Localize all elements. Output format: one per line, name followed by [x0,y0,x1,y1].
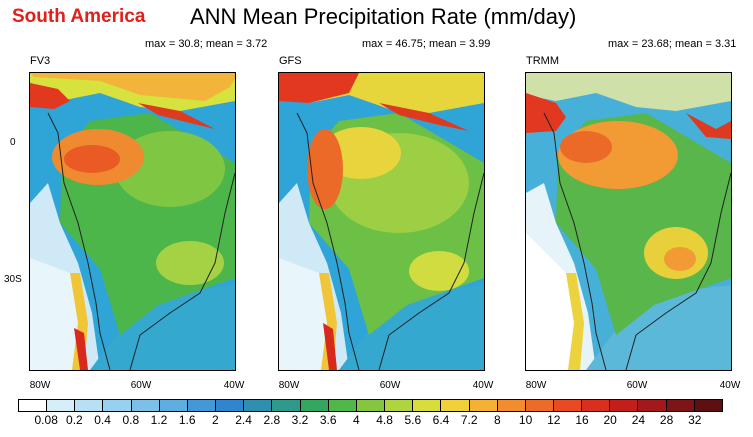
colorbar-segment [385,400,414,411]
panel-name: GFS [279,55,302,67]
lon-label-60w: 60W [130,380,152,391]
colorbar [18,399,723,412]
colorbar-tick-label: 10 [518,413,533,427]
colorbar-tick-label: 32 [688,413,702,427]
main-title: ANN Mean Precipitation Rate (mm/day) [190,4,577,29]
colorbar-segment [413,400,442,411]
colorbar-segment [216,400,245,411]
colorbar-tick-label: 0.2 [66,413,83,427]
precip-map [278,72,485,371]
colorbar-tick-label: 1.2 [150,413,168,427]
lon-label-80w: 80W [278,380,300,391]
panel-stats: max = 23.68; mean = 3.31 [608,38,737,50]
panel-stats: max = 46.75; mean = 3.99 [362,38,491,50]
colorbar-tick-label: 0.4 [94,413,111,427]
colorbar-segment [19,400,48,411]
precip-map [525,72,732,371]
colorbar-tick-label: 3.6 [319,413,337,427]
colorbar-segment [582,400,611,411]
panel-name: TRMM [526,55,559,67]
lon-label-60w: 60W [379,380,401,391]
lat-label-0: 0 [10,137,16,148]
colorbar-tick-label: 5.6 [404,413,422,427]
region-title: South America [12,6,146,27]
precip-field [526,73,731,370]
colorbar-segment [441,400,470,411]
precip-field [30,73,235,370]
panel-gfs: max = 46.75; mean = 3.99 GFS 80W 60W 40W [249,0,499,437]
colorbar-segment [272,400,301,411]
colorbar-segment [469,400,498,411]
colorbar-segment [131,400,160,411]
lon-label-80w: 80W [29,380,51,391]
lat-label-30s: 30S [4,274,22,285]
colorbar-tick-label: 24 [631,413,646,427]
colorbar-segment [525,400,554,411]
lon-label-60w: 60W [626,380,648,391]
colorbar-labels: 0.08 0.2 0.4 0.8 1.2 1.6 2 2.4 2.8 3.2 3.6 4 4.8 5.6 6… [18,413,723,429]
colorbar-tick-label: 6.4 [432,413,450,427]
colorbar-segment [328,400,357,411]
colorbar-tick-label: 16 [575,413,589,427]
colorbar-tick-label: 0.8 [122,413,140,427]
colorbar-segment [47,400,76,411]
colorbar-tick-label: 8 [494,413,501,427]
colorbar-tick-label: 0.08 [34,413,58,427]
colorbar-segment [610,400,639,411]
precip-map [29,72,236,371]
colorbar-tick-label: 4 [353,413,360,427]
colorbar-segment [300,400,329,411]
lon-label-40w: 40W [223,380,245,391]
colorbar-segment [159,400,188,411]
colorbar-tick-label: 2.4 [235,413,252,427]
colorbar-segment [694,400,722,411]
colorbar-tick-label: 1.6 [178,413,196,427]
panel-fv3: max = 30.8; mean = 3.72 FV3 0 30S 80W 60… [0,0,267,437]
precip-field [279,73,484,370]
colorbar-tick-label: 3.2 [291,413,309,427]
panel-trmm: max = 23.68; mean = 3.31 TRMM 80W 60W 40… [496,0,746,437]
colorbar-segment [553,400,583,411]
colorbar-segment [666,400,695,411]
colorbar-tick-label: 20 [603,413,617,427]
panel-stats: max = 30.8; mean = 3.72 [145,38,268,50]
colorbar-segment [356,400,386,411]
colorbar-segment [103,400,132,411]
colorbar-segment [75,400,104,411]
colorbar-segment [187,400,217,411]
colorbar-tick-label: 2.8 [263,413,281,427]
colorbar-segment [497,400,526,411]
colorbar-segment [638,400,667,411]
colorbar-segment [244,400,273,411]
lon-label-40w: 40W [719,380,741,391]
lon-label-80w: 80W [525,380,547,391]
colorbar-tick-label: 28 [659,413,674,427]
colorbar-tick-label: 2 [212,413,219,427]
colorbar-tick-label: 4.8 [376,413,393,427]
lon-label-40w: 40W [472,380,494,391]
panel-name: FV3 [30,55,51,67]
colorbar-tick-label: 12 [547,413,561,427]
colorbar-tick-label: 7.2 [460,413,478,427]
